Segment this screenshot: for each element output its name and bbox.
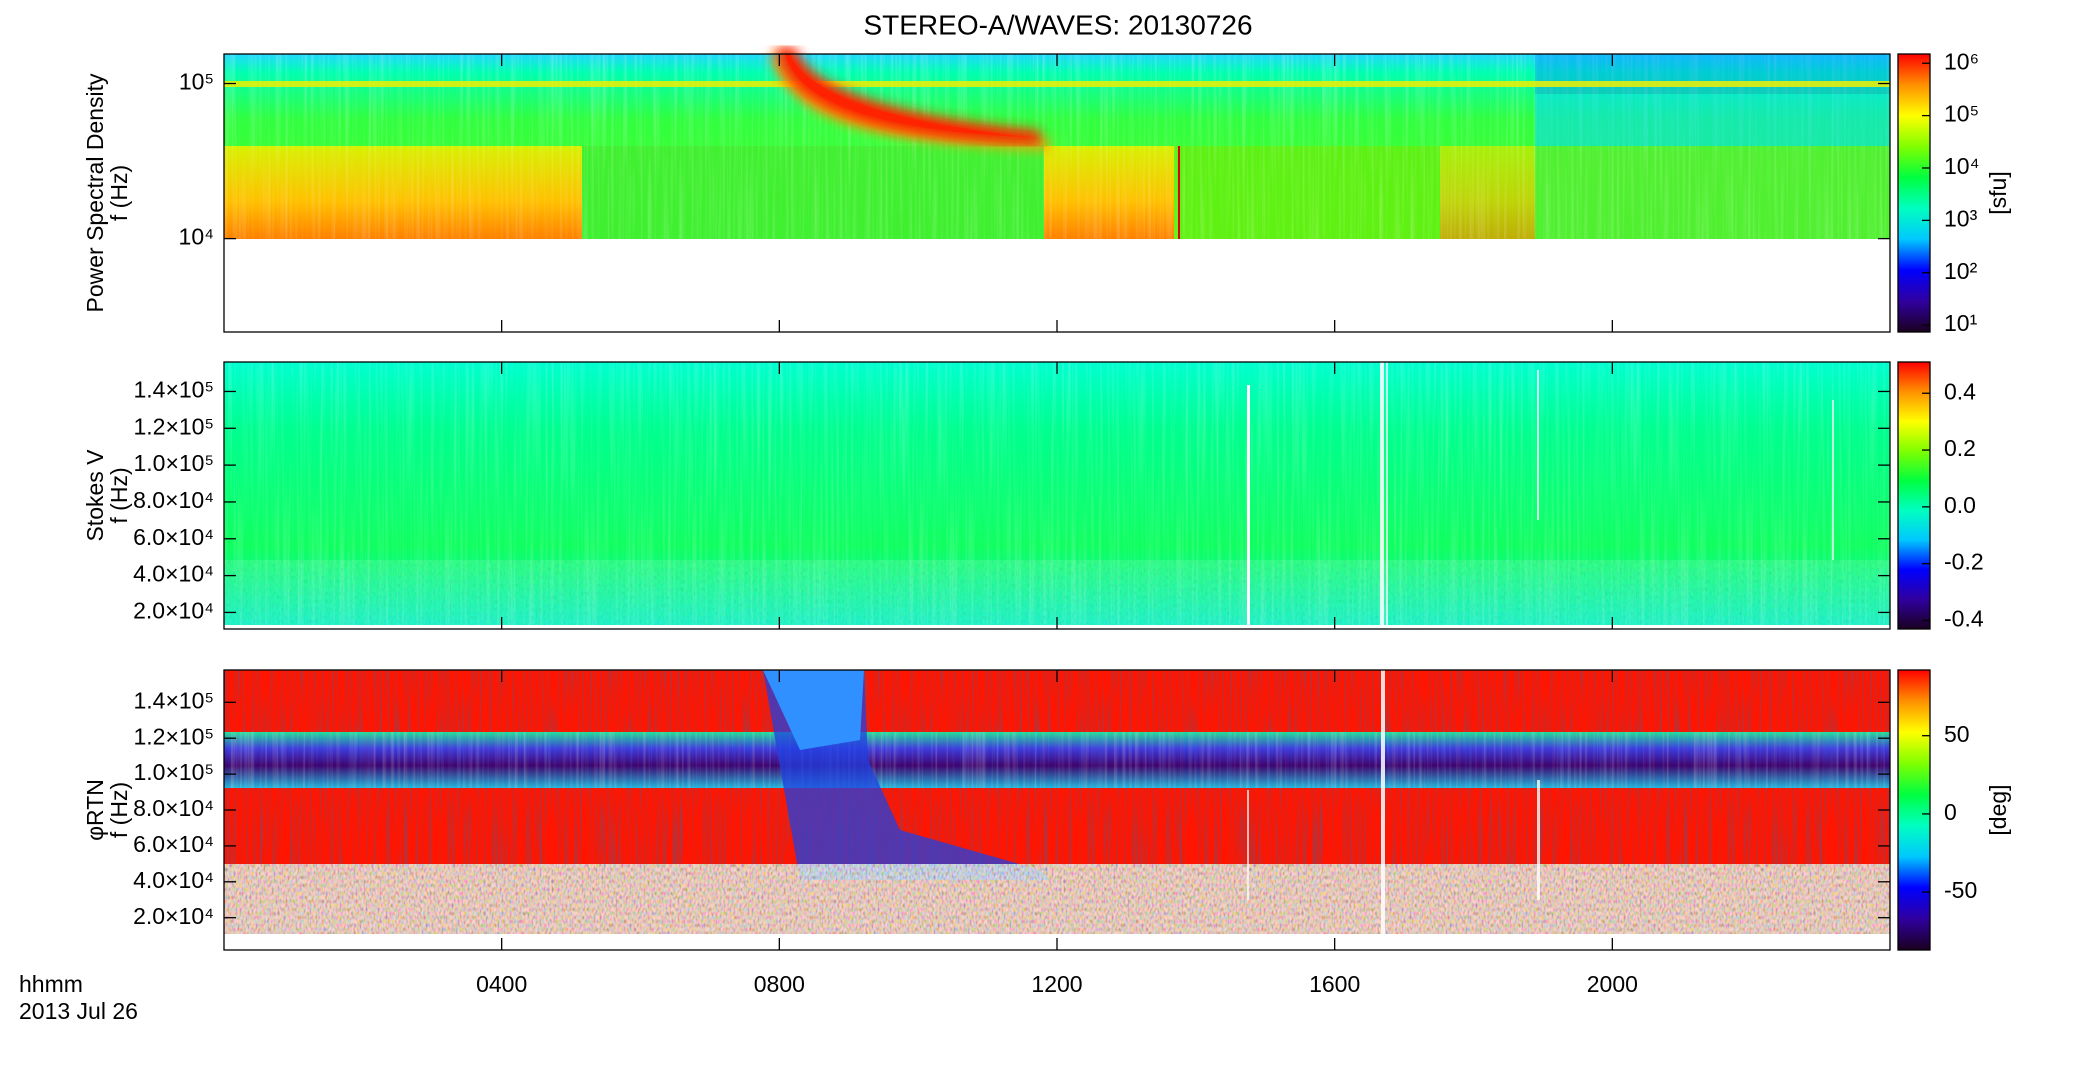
x-tick-label: 2000 [1587, 971, 1638, 997]
y-axis-label: φRTN [82, 779, 108, 841]
colorbar-tick-label: 0.0 [1944, 492, 1976, 518]
y-tick-label: 1.4×10⁵ [133, 377, 214, 403]
colorbar-tick-label: 10¹ [1944, 310, 1978, 336]
y-tick-label: 10⁴ [179, 224, 214, 250]
colorbar-tick-label: -0.2 [1944, 549, 1984, 575]
colorbar-label: [sfu] [1985, 171, 2011, 214]
colorbar-tick-label: 0 [1944, 799, 1957, 825]
colorbar-tick-label: 50 [1944, 721, 1970, 747]
x-tick-label: 1200 [1031, 971, 1082, 997]
x-caption: 2013 Jul 26 [19, 998, 138, 1024]
y-tick-label: 8.0×10⁴ [133, 487, 214, 513]
heatmap-image [224, 362, 1890, 625]
y-tick-label: 1.2×10⁵ [133, 723, 214, 749]
y-axis-label: f (Hz) [106, 165, 132, 221]
y-tick-label: 1.0×10⁵ [133, 759, 214, 785]
colorbar-tick-label: 0.4 [1944, 378, 1976, 404]
y-tick-label: 2.0×10⁴ [133, 598, 214, 624]
y-axis-label: f (Hz) [106, 467, 132, 523]
heatmap-image [224, 47, 1890, 331]
y-axis-label: Stokes V [82, 449, 108, 542]
colorbar-tick-label: 10³ [1944, 205, 1978, 231]
y-tick-label: 1.2×10⁵ [133, 413, 214, 439]
colorbar-tick-label: 10² [1944, 258, 1978, 284]
y-tick-label: 8.0×10⁴ [133, 795, 214, 821]
colorbar-label: [deg] [1985, 784, 2011, 835]
colorbar-tick-label: 10⁶ [1944, 48, 1979, 74]
colorbar-tick-label: 10⁵ [1944, 101, 1979, 127]
colorbar-tick-label: 10⁴ [1944, 153, 1979, 179]
y-tick-label: 4.0×10⁴ [133, 867, 214, 893]
y-tick-label: 10⁵ [179, 69, 214, 95]
y-axis-label: f (Hz) [106, 782, 132, 838]
x-tick-label: 1600 [1309, 971, 1360, 997]
colorbar-tick-label: 0.2 [1944, 435, 1976, 461]
y-tick-label: 6.0×10⁴ [133, 831, 214, 857]
figure-title: STEREO-A/WAVES: 20130726 [863, 9, 1252, 40]
y-axis-label: Power Spectral Density [82, 73, 108, 313]
colorbar [1897, 669, 1931, 951]
y-tick-label: 4.0×10⁴ [133, 561, 214, 587]
y-tick-label: 1.0×10⁵ [133, 450, 214, 476]
x-tick-label: 0800 [754, 971, 805, 997]
colorbar [1897, 361, 1931, 630]
colorbar-tick-label: -0.4 [1944, 606, 1984, 632]
y-tick-label: 2.0×10⁴ [133, 903, 214, 929]
colorbar-tick-label: -50 [1944, 877, 1977, 903]
x-tick-label: 0400 [476, 971, 527, 997]
x-caption: hhmm [19, 971, 83, 997]
y-tick-label: 6.0×10⁴ [133, 524, 214, 550]
y-tick-label: 1.4×10⁵ [133, 687, 214, 713]
heatmap-image [224, 670, 1890, 934]
colorbar [1897, 53, 1931, 333]
